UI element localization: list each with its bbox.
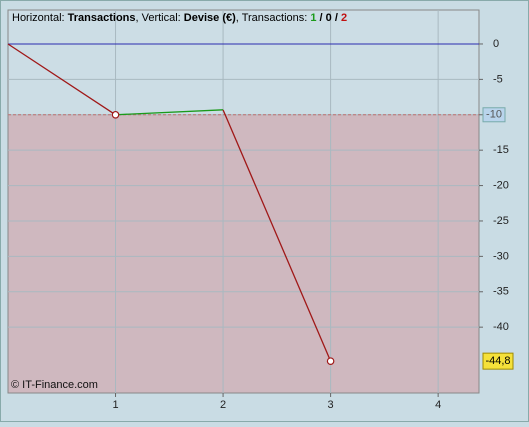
- y-tick-label: -15: [493, 144, 509, 156]
- y-tick-label: -10: [486, 109, 502, 121]
- title-part: Devise (€): [184, 12, 236, 24]
- copyright: © IT-Finance.com: [11, 379, 98, 391]
- last-value-label: -44,8: [485, 355, 510, 367]
- title-part: /: [317, 12, 326, 24]
- line-segment: [115, 109, 224, 116]
- loss-zone: [8, 114, 479, 393]
- point-marker: [326, 357, 335, 365]
- title-part: Horizontal:: [12, 12, 68, 24]
- title-part: , Transactions:: [236, 12, 311, 24]
- point-marker: [111, 110, 120, 119]
- title-part: 1: [310, 12, 316, 24]
- title-part: /: [332, 12, 341, 24]
- title-part: , Vertical:: [136, 12, 184, 24]
- line-segment: [222, 109, 332, 362]
- y-tick-label: 0: [493, 38, 499, 50]
- x-tick-label: 2: [220, 399, 226, 411]
- last-value-box: [482, 352, 514, 370]
- x-tick-label: 4: [435, 399, 441, 411]
- x-tick-label: 1: [112, 399, 118, 411]
- y-tick-label: -35: [493, 286, 509, 298]
- chart-title: Horizontal: Transactions, Vertical: Devi…: [12, 12, 347, 24]
- threshold-label-box: [482, 107, 506, 123]
- line-segment: [7, 43, 116, 116]
- y-tick-label: -5: [493, 73, 503, 85]
- title-part: Transactions: [68, 12, 136, 24]
- y-tick-label: -40: [493, 321, 509, 333]
- y-tick-label: -20: [493, 179, 509, 191]
- y-tick-label: -30: [493, 250, 509, 262]
- y-tick-label: -25: [493, 215, 509, 227]
- title-part: 2: [341, 12, 347, 24]
- x-tick-label: 3: [328, 399, 334, 411]
- title-part: 0: [326, 12, 332, 24]
